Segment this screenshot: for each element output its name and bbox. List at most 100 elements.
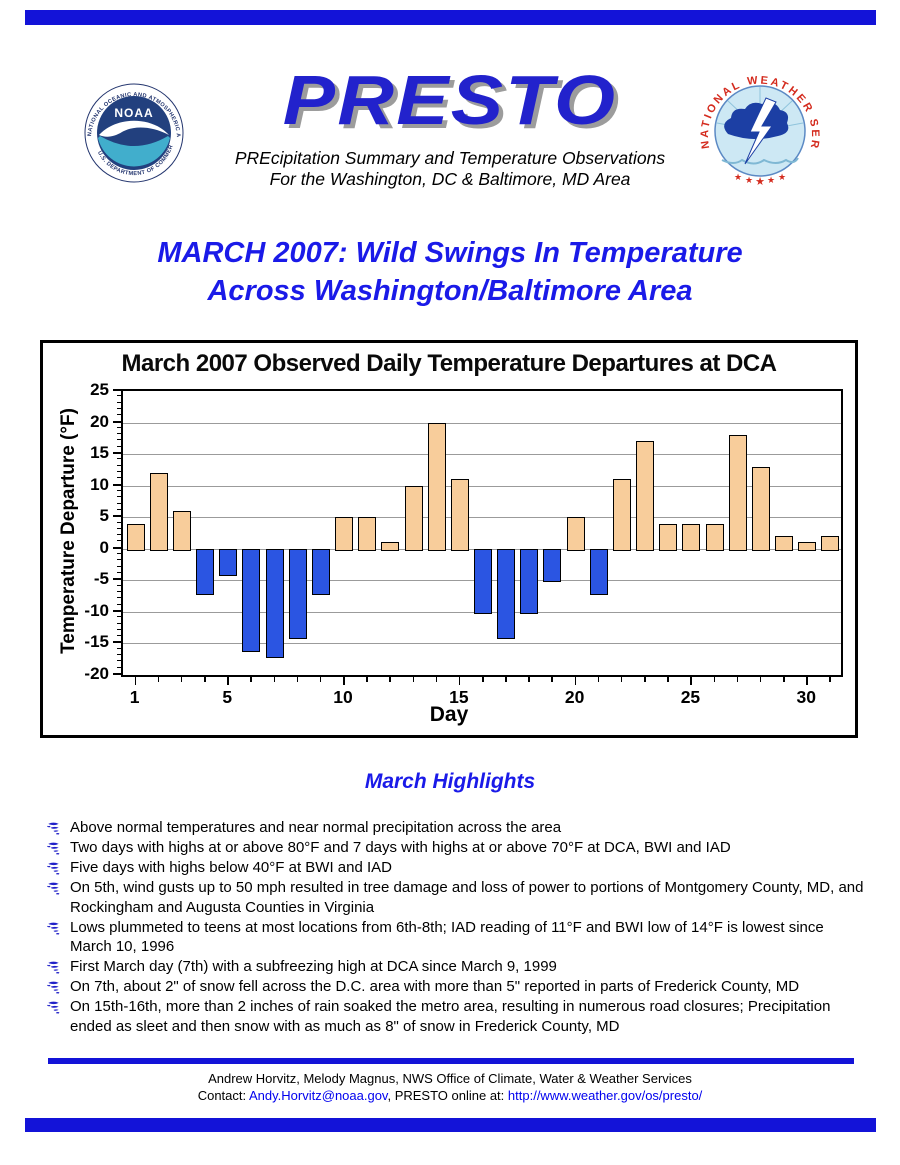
x-tick-mark [366,677,368,682]
y-tick-mark [113,515,121,518]
x-tick-mark [597,677,600,682]
y-minor-tick [117,534,121,536]
chart-bar [450,479,469,551]
temperature-departure-chart: March 2007 Observed Daily Temperature De… [40,340,858,738]
x-tick-label: 1 [129,687,140,707]
x-tick-mark [157,677,160,682]
chart-bar [682,523,701,551]
chart-bar [196,548,215,595]
y-minor-tick [117,666,121,668]
chart-bar [172,510,191,551]
footer-url-link[interactable]: http://www.weather.gov/os/presto/ [507,1088,703,1103]
y-tick-label: 25 [90,380,109,399]
noaa-logo: NATIONAL OCEANIC AND ATMOSPHERIC ADMINIS… [82,72,184,183]
y-tick-mark [113,546,121,549]
chart-bar [543,548,562,583]
chart-title: March 2007 Observed Daily Temperature De… [121,350,778,377]
x-tick-mark [180,677,183,682]
footer-credits: Andrew Horvitz, Melody Magnus, NWS Offic… [208,1071,692,1086]
y-minor-tick [117,433,121,435]
y-tick-mark [113,389,121,391]
top-rule-bar [25,10,876,25]
highlight-item: On 15th-16th, more than 2 inches of rain… [46,997,866,1036]
x-tick-mark [134,677,137,685]
highlight-text: On 15th-16th, more than 2 inches of rain… [70,998,831,1035]
nws-stars: ★ ★ ★ ★ ★ [734,172,786,188]
y-minor-tick [117,603,121,605]
y-minor-tick [117,660,121,662]
y-tick-label: 5 [99,506,109,526]
highlight-item: First March day (7th) with a subfreezing… [46,957,866,977]
chart-bar [798,542,817,551]
chart-x-axis-label: Day [429,703,469,726]
x-tick-mark [806,677,808,685]
highlights-section-title: March Highlights [364,770,536,793]
y-minor-tick [117,458,121,460]
chart-bar [497,548,516,640]
highlight-text: Two days with highs at or above 80°F and… [70,839,731,856]
chart-bar [612,479,631,551]
y-minor-tick [117,471,121,473]
y-minor-tick [117,407,121,409]
y-minor-tick [117,584,121,586]
footer-rule-bar [48,1058,854,1064]
chart-bar [705,523,724,551]
y-minor-tick [117,439,121,441]
chart-bar [381,542,400,551]
svg-text:★: ★ [767,175,775,185]
x-tick-label: 30 [796,687,816,707]
presto-masthead-title: PRESTO [282,61,618,139]
highlight-item: Above normal temperatures and near norma… [46,818,866,838]
y-minor-tick [117,521,121,523]
y-minor-tick [117,597,121,599]
tornado-bullet-icon [47,922,60,935]
y-minor-tick [117,502,121,504]
y-minor-tick [117,489,121,491]
noaa-emblem-sea [98,136,170,167]
highlight-item: Five days with highs below 40°F at BWI a… [46,858,866,878]
chart-gridline [123,485,841,487]
x-tick-label: 5 [222,687,233,707]
highlight-text: Above normal temperatures and near norma… [70,819,562,836]
x-tick-mark [644,677,646,682]
x-tick-mark [250,677,252,682]
y-minor-tick [117,395,121,397]
chart-bar [265,548,284,659]
tornado-bullet-icon [47,961,60,974]
footer-email-link[interactable]: Andy.Horvitz@noaa.gov [249,1088,388,1103]
tornado-bullet-icon [47,882,60,895]
y-tick-label: -15 [84,632,109,652]
chart-bar [566,517,585,551]
x-tick-mark [204,677,206,682]
chart-bar [636,441,655,551]
x-tick-mark [713,677,716,682]
y-tick-label: 0 [99,537,109,557]
highlight-text: Lows plummeted to teens at most location… [70,918,824,956]
x-tick-mark [783,677,785,682]
chart-bar [589,548,608,595]
tornado-bullet-icon [47,1001,60,1014]
x-tick-label: 25 [680,687,701,707]
highlights-list: Above normal temperatures and near norma… [46,818,866,1037]
x-tick-mark [551,677,553,682]
y-tick-mark [113,578,121,581]
x-tick-mark [435,677,438,682]
y-tick-mark [113,452,121,455]
y-tick-label: -10 [84,600,109,620]
y-minor-tick [117,553,121,555]
chart-bar [219,548,238,576]
chart-bar [126,523,145,551]
x-tick-label: 15 [449,687,469,707]
headline-line1: MARCH 2007: Wild Swings In Temperature [157,237,743,269]
x-tick-mark [319,677,322,682]
highlight-item: Lows plummeted to teens at most location… [46,918,866,957]
x-tick-mark [482,677,484,682]
nws-lightning-icon [744,97,777,165]
y-minor-tick [117,622,121,624]
y-tick-mark [113,483,121,486]
y-minor-tick [117,414,121,416]
chart-gridline [123,643,841,645]
x-tick-mark [667,677,669,682]
chart-bar [427,422,446,551]
